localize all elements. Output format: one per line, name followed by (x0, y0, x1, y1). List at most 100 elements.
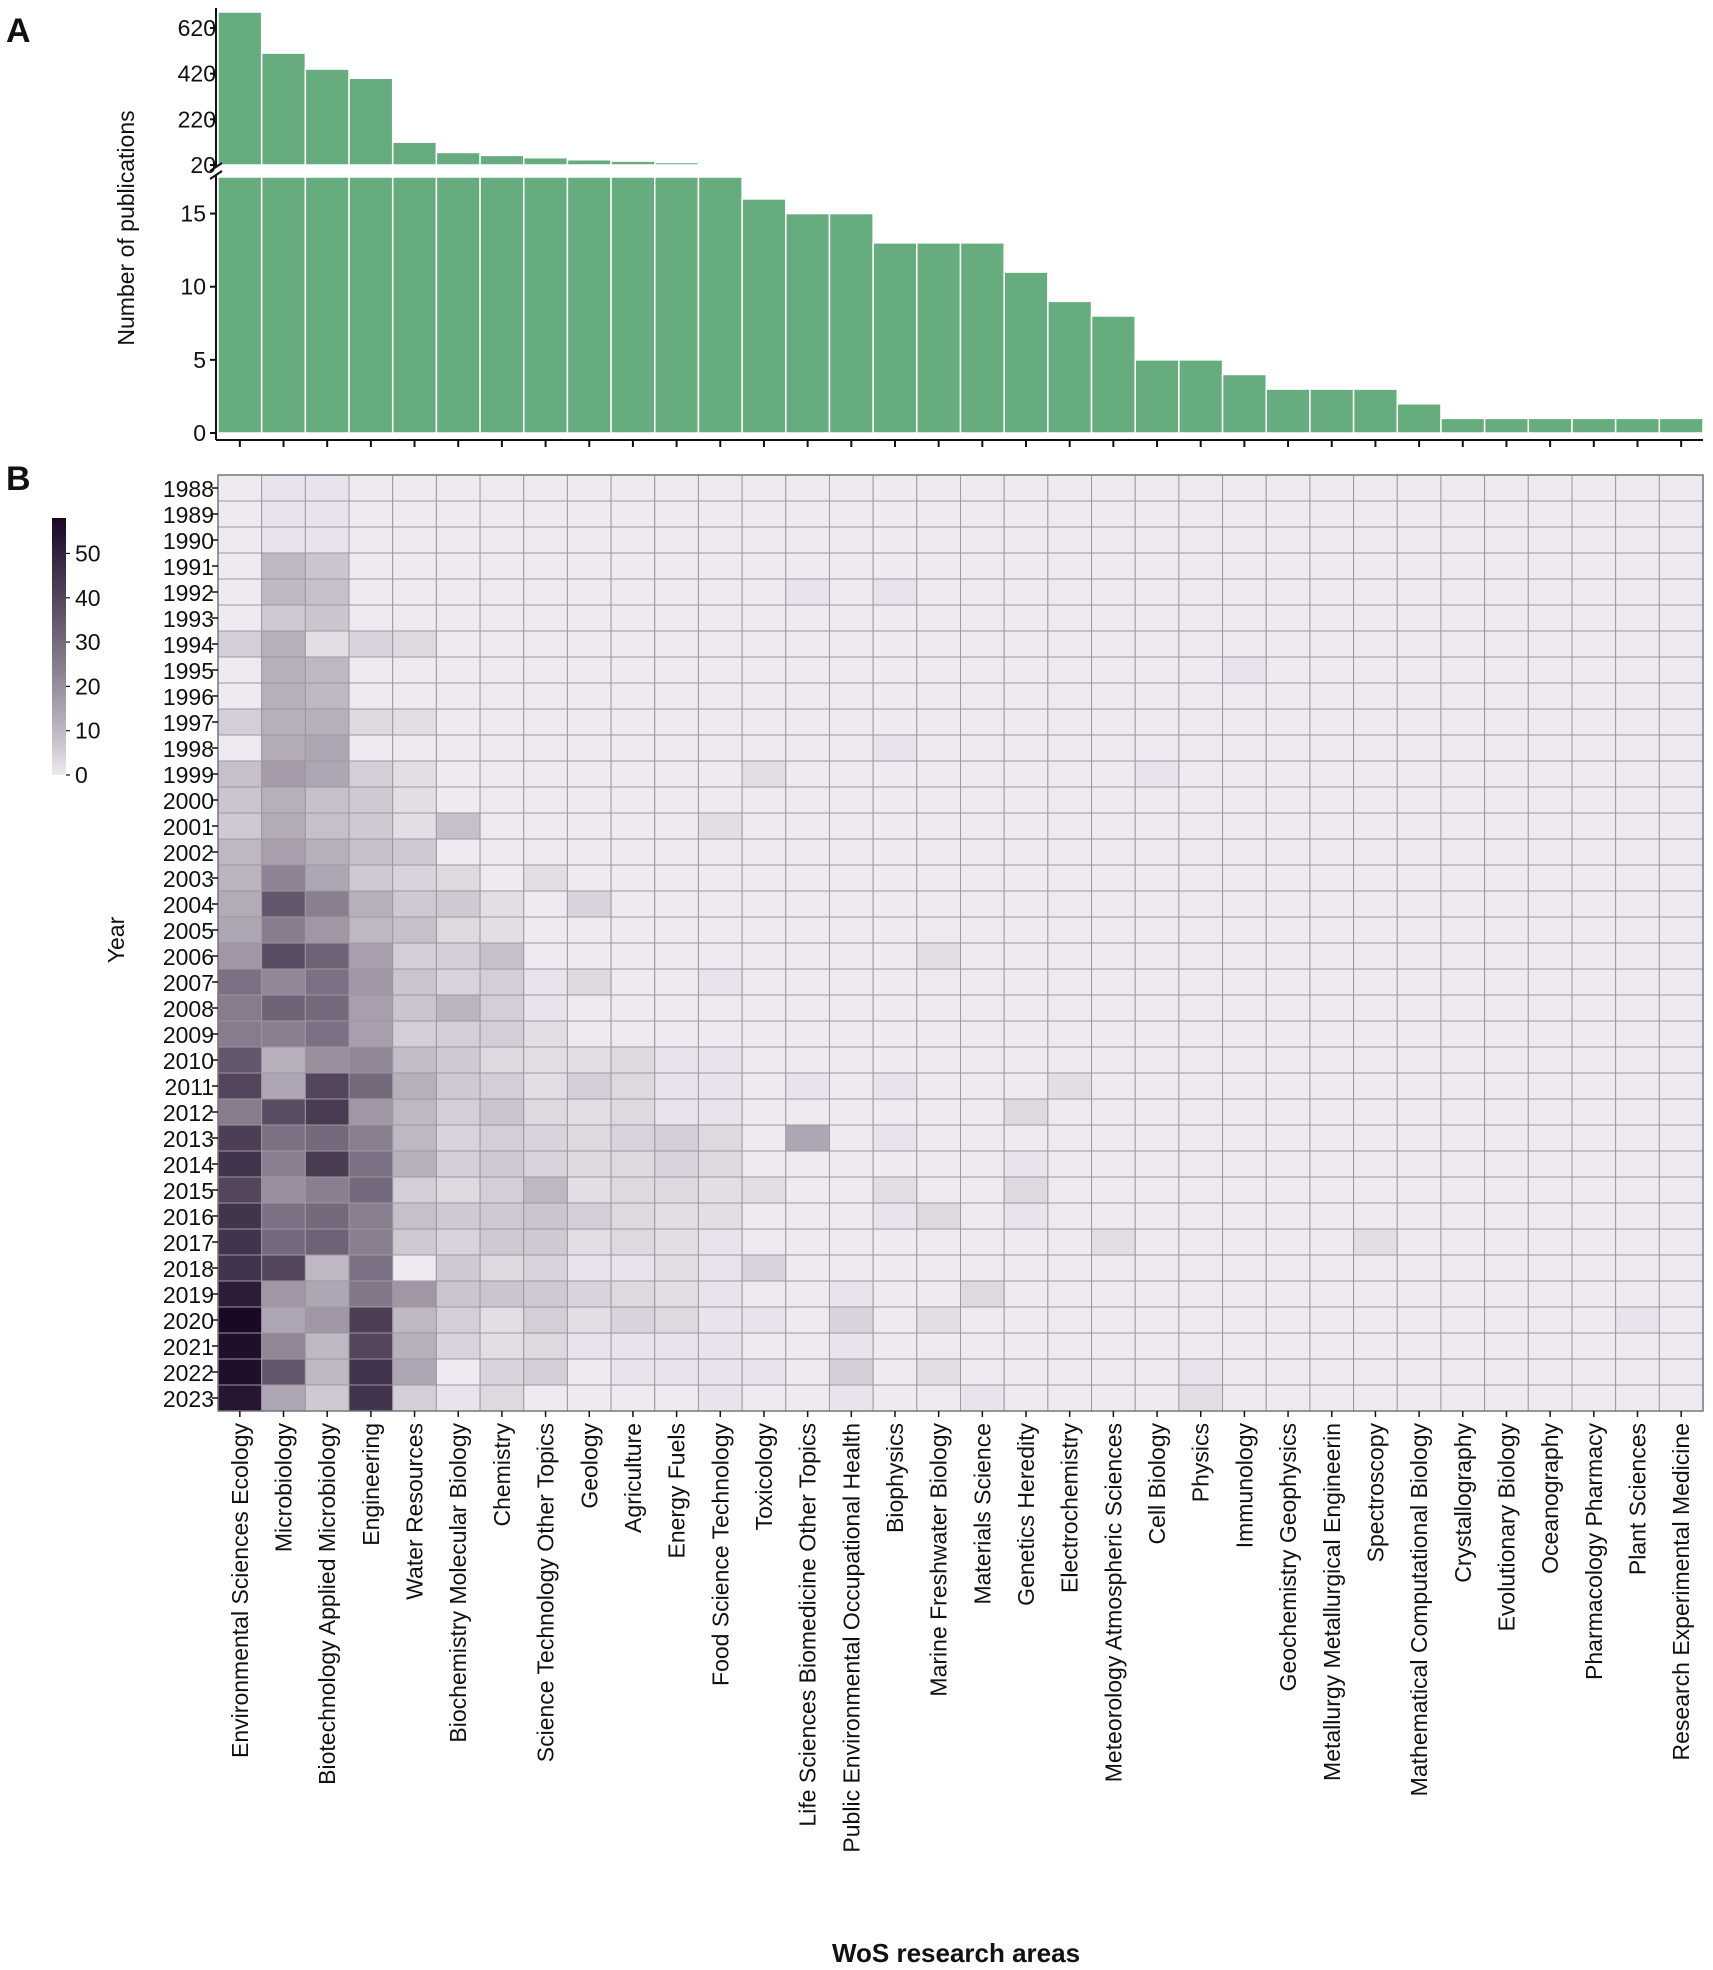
heatmap-cell (435, 604, 481, 632)
heatmap-cell (435, 1280, 481, 1308)
heatmap-cell (1353, 1150, 1398, 1178)
heatmap-cell (1571, 786, 1617, 814)
heatmap-cell (1047, 1202, 1093, 1230)
category-label: Cell Biology (1144, 1423, 1170, 1545)
heatmap-cell (828, 656, 874, 684)
heatmap-cell (741, 1098, 787, 1126)
heatmap-cell (1396, 942, 1442, 970)
heatmap-cell (217, 1332, 263, 1360)
heatmap-cell (479, 968, 525, 996)
heatmap-cell (392, 734, 437, 762)
heatmap-cell (1658, 942, 1704, 970)
y-tick-label: 5 (193, 347, 206, 373)
heatmap-cell (1222, 500, 1267, 528)
heatmap-cell (960, 474, 1005, 502)
heatmap-cell (523, 1046, 568, 1074)
heatmap-cell (1309, 708, 1355, 736)
heatmap-cell (435, 1020, 481, 1048)
heatmap-cell (785, 578, 830, 606)
heatmap-cell (1658, 708, 1704, 736)
heatmap-cell (1003, 1254, 1049, 1282)
heatmap-cell (872, 1306, 918, 1334)
heatmap-cell (1440, 1228, 1486, 1256)
heatmap-cell (566, 1124, 612, 1152)
heatmap-cell (566, 1150, 612, 1178)
colorbar-tick-label: 30 (75, 629, 101, 655)
heatmap-cell (523, 968, 568, 996)
bar-upper-segment (217, 11, 263, 166)
heatmap-cell (1091, 708, 1136, 736)
bar-upper-segment (522, 156, 569, 166)
heatmap-cell (1309, 1072, 1355, 1100)
heatmap-cell (217, 994, 263, 1022)
heatmap-cell (1527, 916, 1573, 944)
heatmap-cell (1396, 708, 1442, 736)
heatmap-cell (1222, 682, 1267, 710)
heatmap-cell (1222, 838, 1267, 866)
heatmap-cell (828, 1098, 874, 1126)
heatmap-cell (785, 1176, 830, 1204)
year-label: 2003 (163, 866, 214, 892)
heatmap-cell (741, 1124, 787, 1152)
heatmap-cell (1527, 552, 1573, 580)
heatmap-cell (785, 812, 830, 840)
heatmap-cell (304, 786, 350, 814)
heatmap-cell (1396, 604, 1442, 632)
heatmap-cell (741, 578, 787, 606)
heatmap-cell (1353, 1358, 1398, 1386)
heatmap-cell (217, 656, 263, 684)
heatmap-cell (960, 552, 1005, 580)
heatmap-cell (1003, 656, 1049, 684)
heatmap-cell (610, 1072, 656, 1100)
heatmap-cell (1265, 1098, 1311, 1126)
heatmap-cell (392, 474, 437, 502)
heatmap-cell (1484, 760, 1529, 788)
heatmap-cell (523, 1124, 568, 1152)
heatmap-cell (566, 734, 612, 762)
heatmap-cell (1047, 474, 1093, 502)
heatmap-cell (828, 500, 874, 528)
bar (1003, 271, 1049, 434)
heatmap-cell (872, 760, 918, 788)
heatmap-cell (1178, 864, 1224, 892)
heatmap-cell (1440, 1098, 1486, 1126)
heatmap-cell (1571, 1046, 1617, 1074)
heatmap-cell (1265, 604, 1311, 632)
bar-lower-segment (610, 176, 656, 434)
heatmap-cell (1178, 812, 1224, 840)
colorbar-tick-label: 10 (75, 718, 101, 744)
heatmap-cell (1658, 682, 1704, 710)
heatmap-cell (435, 1306, 481, 1334)
heatmap-cell (435, 760, 481, 788)
heatmap-cell (1615, 890, 1660, 918)
heatmap-cell (392, 994, 437, 1022)
heatmap-cell (1134, 890, 1180, 918)
heatmap-cell (960, 1228, 1005, 1256)
year-label: 2008 (163, 996, 214, 1022)
year-label: 2010 (163, 1048, 214, 1074)
heatmap-cell (304, 526, 350, 554)
heatmap-cell (1440, 760, 1486, 788)
bar (785, 212, 831, 434)
heatmap-cell (1440, 1280, 1486, 1308)
category-label: Science Technology Other Topics (533, 1423, 559, 1762)
year-label: 2016 (163, 1204, 214, 1230)
heatmap-cell (348, 942, 394, 970)
heatmap-cell (1484, 864, 1529, 892)
heatmap-cell (566, 1098, 612, 1126)
heatmap-cell (1396, 630, 1442, 658)
category-label: Oceanography (1537, 1423, 1563, 1574)
heatmap-cell (1396, 786, 1442, 814)
category-label: Evolutionary Biology (1493, 1423, 1519, 1632)
heatmap-cell (960, 890, 1005, 918)
heatmap-cell (1178, 1124, 1224, 1152)
heatmap-cell (1527, 1332, 1573, 1360)
heatmap-cell (523, 682, 568, 710)
heatmap-cell (960, 578, 1005, 606)
heatmap-cell (1003, 1306, 1049, 1334)
heatmap-cell (741, 1358, 787, 1386)
heatmap-cell (1658, 578, 1704, 606)
category-label: Energy Fuels (664, 1423, 690, 1559)
heatmap-cell (304, 474, 350, 502)
heatmap-cell (1484, 1176, 1529, 1204)
